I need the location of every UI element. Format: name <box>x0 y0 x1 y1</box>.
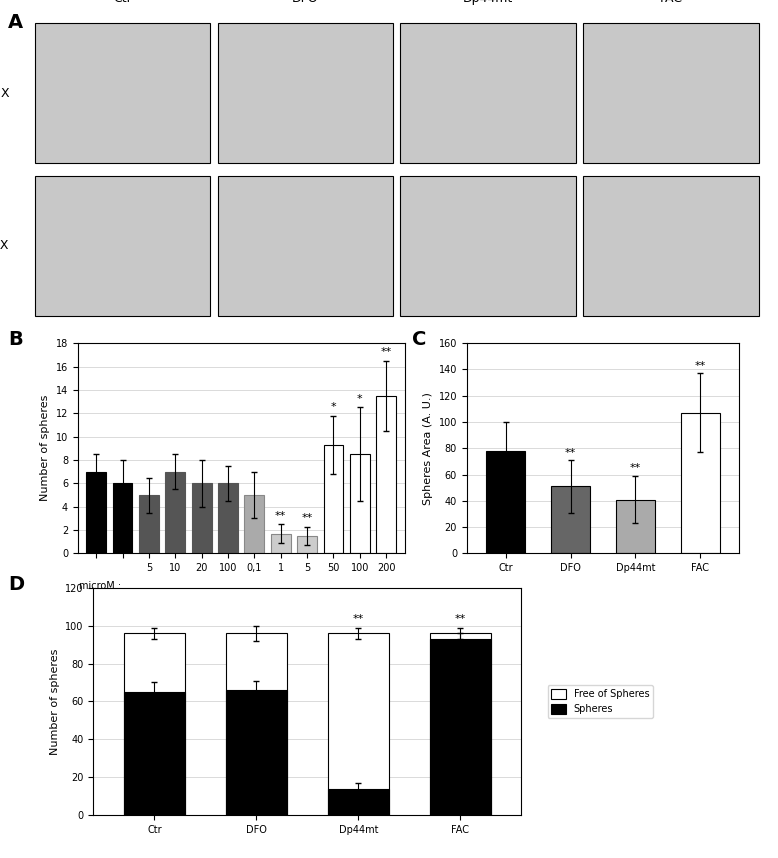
Text: Ctr: Ctr <box>101 600 117 610</box>
Text: **: ** <box>565 448 576 457</box>
Bar <box>584 23 759 163</box>
Bar <box>551 486 590 553</box>
Text: **: ** <box>454 613 466 624</box>
Bar <box>166 472 185 553</box>
Bar <box>124 692 185 815</box>
Text: DFO: DFO <box>163 600 187 610</box>
Text: FAC: FAC <box>660 0 682 5</box>
Bar <box>429 639 491 815</box>
Y-axis label: Spheres Area (A. U.): Spheres Area (A. U.) <box>423 392 433 505</box>
Bar <box>328 633 389 815</box>
Y-axis label: Number of spheres: Number of spheres <box>50 649 60 754</box>
Bar <box>124 633 185 815</box>
Text: **: ** <box>301 513 313 523</box>
Legend: Free of Spheres, Spheres: Free of Spheres, Spheres <box>548 685 654 718</box>
Bar <box>616 499 655 553</box>
Text: **: ** <box>352 613 364 624</box>
Bar <box>35 23 210 163</box>
Text: Dp44mt: Dp44mt <box>463 0 513 5</box>
Text: 5X: 5X <box>0 87 9 100</box>
Bar <box>113 483 132 553</box>
Text: microM :: microM : <box>79 581 121 591</box>
Text: **: ** <box>629 463 641 474</box>
Bar <box>297 536 317 553</box>
Text: B: B <box>8 330 23 349</box>
Bar <box>377 396 396 553</box>
Bar <box>226 633 287 815</box>
Bar <box>324 444 343 553</box>
Bar <box>401 176 576 316</box>
Bar <box>226 690 287 815</box>
Bar <box>86 472 106 553</box>
Y-axis label: Number of spheres: Number of spheres <box>40 396 50 501</box>
Bar <box>350 454 370 553</box>
Text: Ctr: Ctr <box>113 0 132 5</box>
Bar <box>218 483 238 553</box>
Bar <box>429 633 491 815</box>
Text: DFO: DFO <box>292 0 319 5</box>
Text: **: ** <box>275 511 286 521</box>
Bar <box>681 413 720 553</box>
Bar <box>218 23 393 163</box>
Text: C: C <box>412 330 426 349</box>
Text: *: * <box>331 402 336 412</box>
Bar <box>401 23 576 163</box>
Bar <box>328 789 389 815</box>
Text: A: A <box>8 13 23 32</box>
Bar <box>35 176 210 316</box>
Text: FAC: FAC <box>349 600 370 610</box>
Text: **: ** <box>380 347 392 357</box>
Bar <box>139 495 159 553</box>
Text: **: ** <box>695 361 706 371</box>
Bar <box>244 495 265 553</box>
Bar <box>584 176 759 316</box>
Text: D: D <box>8 575 24 594</box>
Text: 10X: 10X <box>0 239 9 252</box>
Bar <box>486 451 525 553</box>
Bar <box>218 176 393 316</box>
Bar <box>271 534 291 553</box>
Text: Dp44mt: Dp44mt <box>245 600 290 610</box>
Bar <box>191 483 212 553</box>
Text: *: * <box>357 394 363 404</box>
